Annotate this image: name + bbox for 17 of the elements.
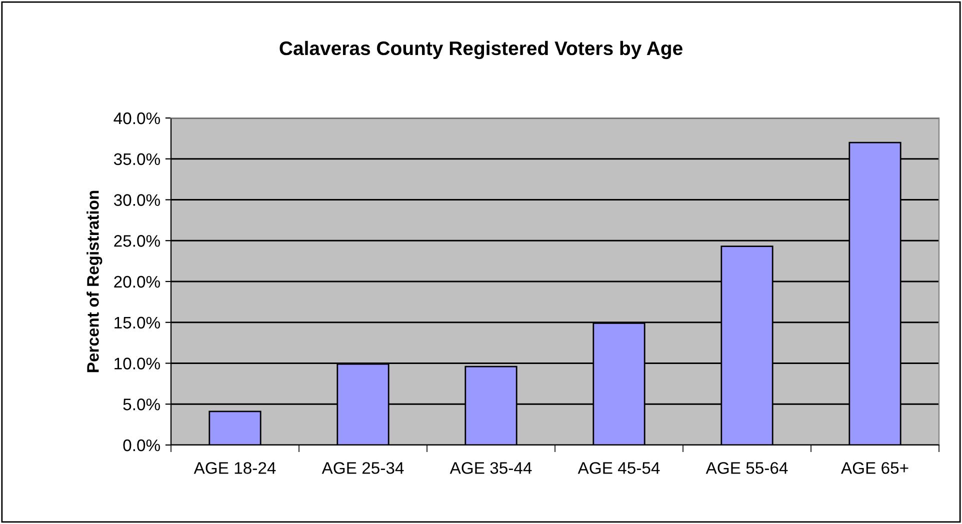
y-axis-title: Percent of Registration [86,190,102,372]
y-tick-label: 15.0% [114,316,160,329]
y-tick-label: 20.0% [114,276,160,288]
y-tick-label: 40.0% [114,112,160,124]
x-tick-label: AGE 65+ [840,462,908,474]
y-tick-label: 30.0% [114,194,160,206]
y-tick-label: 35.0% [114,153,160,166]
x-tick-label: AGE 35-44 [450,462,532,474]
y-tick-label: 0.0% [123,439,160,452]
x-tick-label: AGE 55-64 [706,462,788,474]
y-tick-label: 5.0% [123,398,160,410]
x-tick-label: AGE 25-34 [322,462,404,474]
x-tick-label: AGE 18-24 [194,462,276,474]
y-tick-label: 10.0% [114,358,160,370]
y-tick-label: 25.0% [114,235,160,247]
x-tick-label: AGE 45-54 [578,462,660,474]
chart-title: Calaveras County Registered Voters by Age [280,40,682,60]
